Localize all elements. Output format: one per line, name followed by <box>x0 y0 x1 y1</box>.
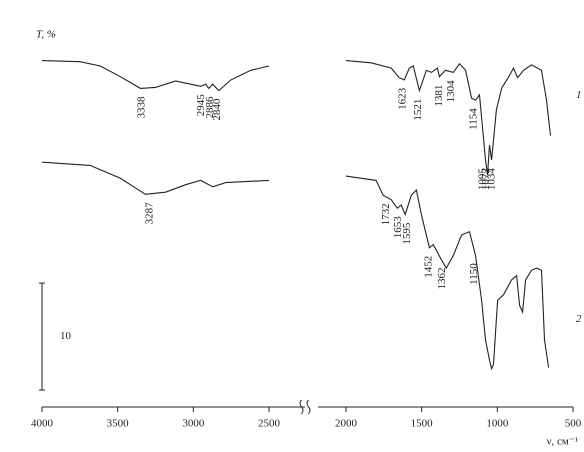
peak-label: 1623 <box>397 87 409 110</box>
spectrum-line <box>41 161 270 195</box>
x-tick-label: 1000 <box>486 418 509 430</box>
peak-label: 1154 <box>468 108 480 130</box>
curve-label: 1 <box>576 89 582 101</box>
curve-label: 2 <box>576 313 582 325</box>
peak-label: 1095 <box>476 168 488 191</box>
peak-label: 3338 <box>136 96 148 119</box>
peak-label: 3287 <box>143 202 155 225</box>
peak-label: 2886 <box>204 96 216 119</box>
x-axis-label: ν, см⁻¹ <box>547 436 578 448</box>
axis-break <box>299 399 311 415</box>
scale-bar-label: 10 <box>60 330 72 342</box>
peak-label: 2945 <box>195 94 207 117</box>
peak-label: 1381 <box>433 85 445 107</box>
x-tick-label: 4000 <box>31 418 54 430</box>
spectrum-line <box>41 60 270 92</box>
peak-label: 1653 <box>392 216 404 239</box>
peak-label: 1034 <box>486 168 498 191</box>
peak-label: 2840 <box>211 98 223 121</box>
x-tick-label: 1500 <box>411 418 434 430</box>
spectrum-line <box>345 60 552 176</box>
x-tick-label: 3500 <box>107 418 130 430</box>
peak-label: 1521 <box>412 99 424 121</box>
spectrum-line <box>345 175 550 371</box>
peak-label: 1072 <box>480 168 492 190</box>
peak-label: 1304 <box>445 80 457 103</box>
x-tick-label: 3000 <box>182 418 205 430</box>
peak-label: 1732 <box>380 203 392 225</box>
y-axis-label: T, % <box>36 29 56 41</box>
peak-label: 1150 <box>468 263 480 285</box>
peak-label: 1452 <box>422 256 434 278</box>
peak-label: 1362 <box>436 268 448 290</box>
peak-label: 1595 <box>401 222 413 245</box>
x-tick-label: 500 <box>565 418 582 430</box>
x-tick-label: 2000 <box>335 418 358 430</box>
x-tick-label: 2500 <box>258 418 281 430</box>
